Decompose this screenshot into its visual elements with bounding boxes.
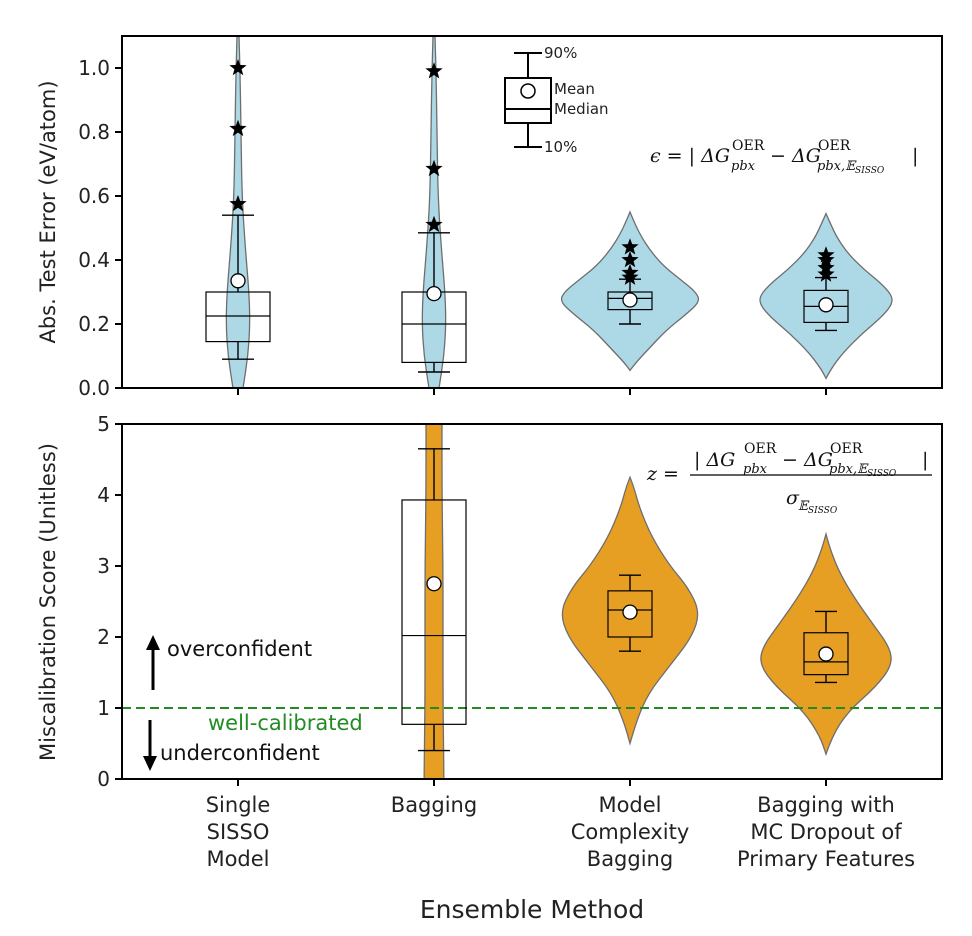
outlier-star (621, 268, 639, 285)
category-label: Bagging with (757, 793, 895, 817)
bottom-equation: z = | ΔG OER pbx − ΔG OER pbx,𝔼SISSO | σ… (646, 441, 932, 516)
svg-text:OER: OER (744, 441, 777, 457)
x-axis-title: Ensemble Method (420, 895, 644, 924)
y-tick-label: 4 (97, 483, 110, 507)
outlier-star (621, 238, 639, 255)
iqr-box (401, 499, 467, 725)
svg-text:pbx,𝔼SISSO: pbx,𝔼SISSO (817, 159, 885, 176)
y-tick-label: 0 (97, 767, 110, 791)
svg-text:pbx: pbx (731, 159, 756, 174)
legend-mean: Mean (554, 80, 595, 98)
violin-1 (225, 36, 251, 388)
top-panel: 0.0 0.2 0.4 0.6 0.8 1.0 Abs. Test Error (eV/a… (36, 35, 943, 400)
mean-marker (622, 604, 638, 620)
outlier-star (621, 263, 639, 281)
y-tick-label: 2 (97, 625, 110, 649)
outlier-star (817, 246, 835, 263)
top-equation: ϵ = | ΔG OER pbx − ΔG OER pbx,𝔼SISSO | (650, 138, 918, 176)
y-tick-label: 0.2 (78, 312, 110, 336)
svg-text:𝔼SISSO: 𝔼SISSO (798, 499, 838, 516)
outlier-star (817, 251, 835, 268)
svg-text:OER: OER (830, 441, 863, 457)
iqr-box (803, 632, 849, 676)
svg-text:| ΔG: | ΔG (694, 449, 735, 471)
category-label: SISSO (207, 820, 270, 844)
violin-2 (421, 36, 447, 388)
legend-p90: 90% (544, 44, 577, 62)
svg-text:|: | (912, 145, 918, 167)
outlier-star (229, 195, 247, 212)
svg-text:pbx,𝔼SISSO: pbx,𝔼SISSO (829, 462, 897, 479)
category-label: Single (206, 793, 271, 817)
outlier-star (425, 62, 443, 79)
svg-text:OER: OER (732, 138, 765, 154)
svg-text:OER: OER (818, 138, 851, 154)
svg-text:z =: z = (646, 463, 679, 485)
violin-4 (760, 531, 892, 757)
mean-marker (426, 285, 442, 302)
legend-median: Median (554, 100, 609, 118)
violin-4 (759, 212, 893, 380)
y-tick-label: 3 (97, 554, 110, 578)
overconfident-label: overconfident (167, 637, 312, 661)
overconfident-annotation: overconfident (146, 635, 312, 690)
y-tick-label: 0.6 (78, 184, 110, 208)
outlier-star (425, 159, 443, 177)
outlier-star (425, 215, 443, 233)
iqr-box (205, 291, 271, 343)
underconfident-label: underconfident (160, 741, 320, 765)
well-calibrated-label: well-calibrated (208, 711, 363, 735)
svg-text:|: | (922, 449, 928, 471)
top-ylabel: Abs. Test Error (eV/atom) (36, 80, 60, 343)
box-legend: 90% Mean Median 10% (504, 44, 609, 156)
iqr-box (607, 590, 653, 638)
y-tick-label: 5 (97, 412, 110, 436)
outlier-star (817, 265, 835, 282)
top-plot-frame (121, 35, 943, 389)
legend-p10: 10% (544, 138, 577, 156)
category-label: Model (206, 847, 269, 871)
mean-marker (426, 576, 442, 592)
svg-text:ϵ = | ΔG: ϵ = | ΔG (650, 145, 730, 167)
mean-marker (230, 273, 246, 289)
category-label: Complexity (571, 820, 690, 844)
svg-text:pbx: pbx (743, 462, 768, 477)
bottom-panel: 0 1 2 3 4 5 Miscalibration Score (Unitless) o… (36, 412, 943, 791)
mean-marker (818, 646, 834, 662)
category-label: MC Dropout of (750, 820, 902, 844)
mean-marker (622, 292, 638, 308)
y-tick-label: 1 (97, 696, 110, 720)
category-label: Primary Features (737, 847, 915, 871)
category-label: Bagging (391, 793, 477, 817)
y-tick-label: 0.8 (78, 120, 110, 144)
y-tick-label: 0.4 (78, 248, 110, 272)
svg-text:− ΔG: − ΔG (770, 145, 821, 167)
iqr-box (607, 291, 653, 311)
violin-2 (423, 424, 445, 779)
svg-text:σ: σ (786, 487, 800, 509)
category-label: Model (598, 793, 661, 817)
category-label: Bagging (587, 847, 673, 871)
mean-marker (818, 297, 834, 313)
outlier-star (229, 59, 247, 76)
outlier-star (621, 251, 639, 268)
bottom-plot-frame (121, 423, 943, 780)
underconfident-annotation: underconfident (143, 720, 320, 771)
outlier-star (229, 119, 247, 137)
y-tick-label: 1.0 (78, 56, 110, 80)
outlier-star (817, 259, 835, 276)
svg-text:− ΔG: − ΔG (782, 449, 833, 471)
y-tick-label: 0.0 (78, 376, 110, 400)
bottom-ylabel: Miscalibration Score (Unitless) (36, 443, 60, 761)
